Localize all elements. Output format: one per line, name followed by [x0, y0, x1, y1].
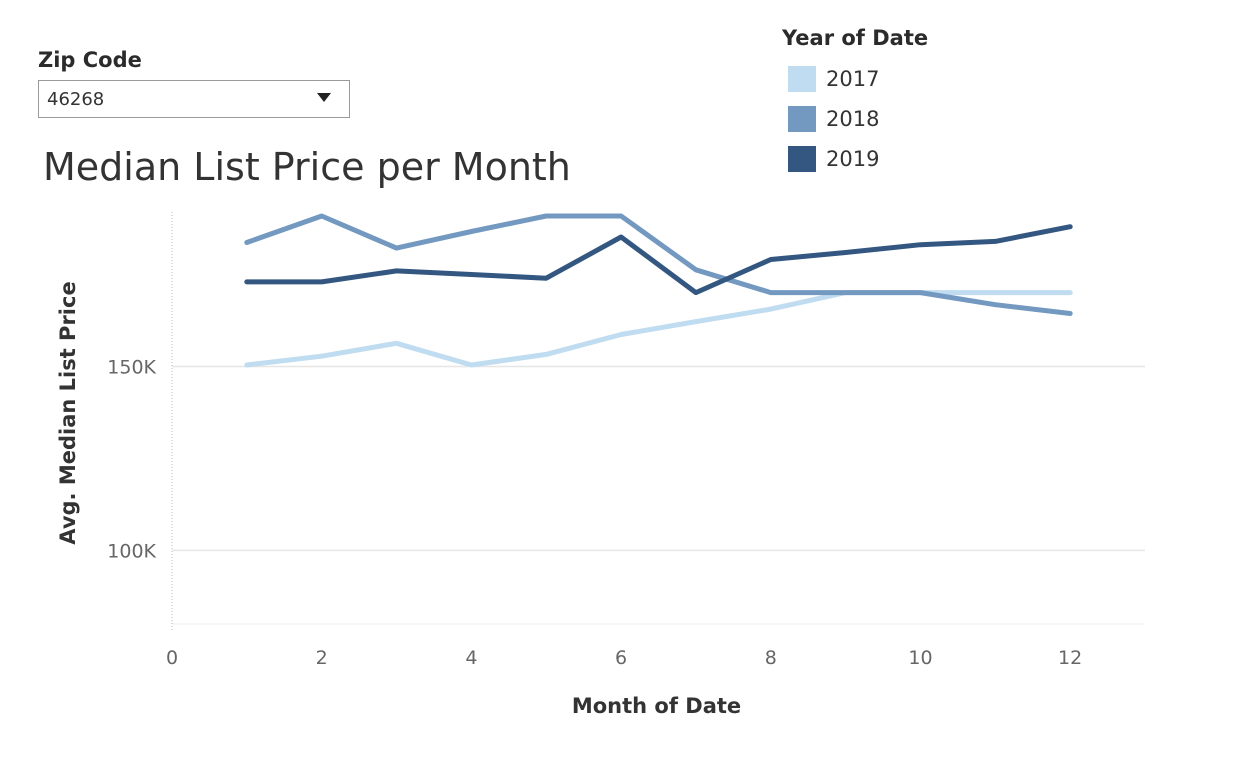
- gridlines: [172, 365, 1145, 625]
- legend-label: 2019: [826, 147, 880, 171]
- chart-title: Median List Price per Month: [43, 145, 571, 189]
- series-lines: [244, 213, 1073, 368]
- legend-label: 2017: [826, 67, 880, 91]
- y-axis-title: Avg. Median List Price: [56, 281, 80, 544]
- series-line-2017[interactable]: [244, 290, 1073, 368]
- x-tick-label: 12: [1058, 647, 1082, 669]
- y-tick-label: 150K: [107, 357, 156, 379]
- x-tick-label: 4: [465, 647, 477, 669]
- x-tick-label: 2: [316, 647, 328, 669]
- legend-title: Year of Date: [782, 26, 929, 50]
- y-tick-label: 100K: [107, 540, 156, 562]
- x-tick-label: 0: [166, 647, 178, 669]
- legend-swatch: [788, 106, 816, 132]
- x-tick-label: 10: [908, 647, 932, 669]
- tick-labels: 100K 150K 0 2 4 6 8 10 12: [107, 357, 1082, 670]
- chevron-down-icon[interactable]: [317, 93, 331, 102]
- series-line-2018[interactable]: [244, 213, 1073, 316]
- zip-code-label: Zip Code: [38, 48, 142, 72]
- zip-code-dropdown[interactable]: 46268: [38, 80, 350, 118]
- x-tick-label: 6: [615, 647, 627, 669]
- legend-swatch: [788, 66, 816, 92]
- legend-swatch: [788, 146, 816, 172]
- legend-label: 2018: [826, 107, 880, 131]
- x-tick-label: 8: [765, 647, 777, 669]
- series-line-2019[interactable]: [244, 224, 1073, 296]
- zip-code-value: 46268: [47, 89, 105, 110]
- x-axis-title: Month of Date: [572, 694, 741, 718]
